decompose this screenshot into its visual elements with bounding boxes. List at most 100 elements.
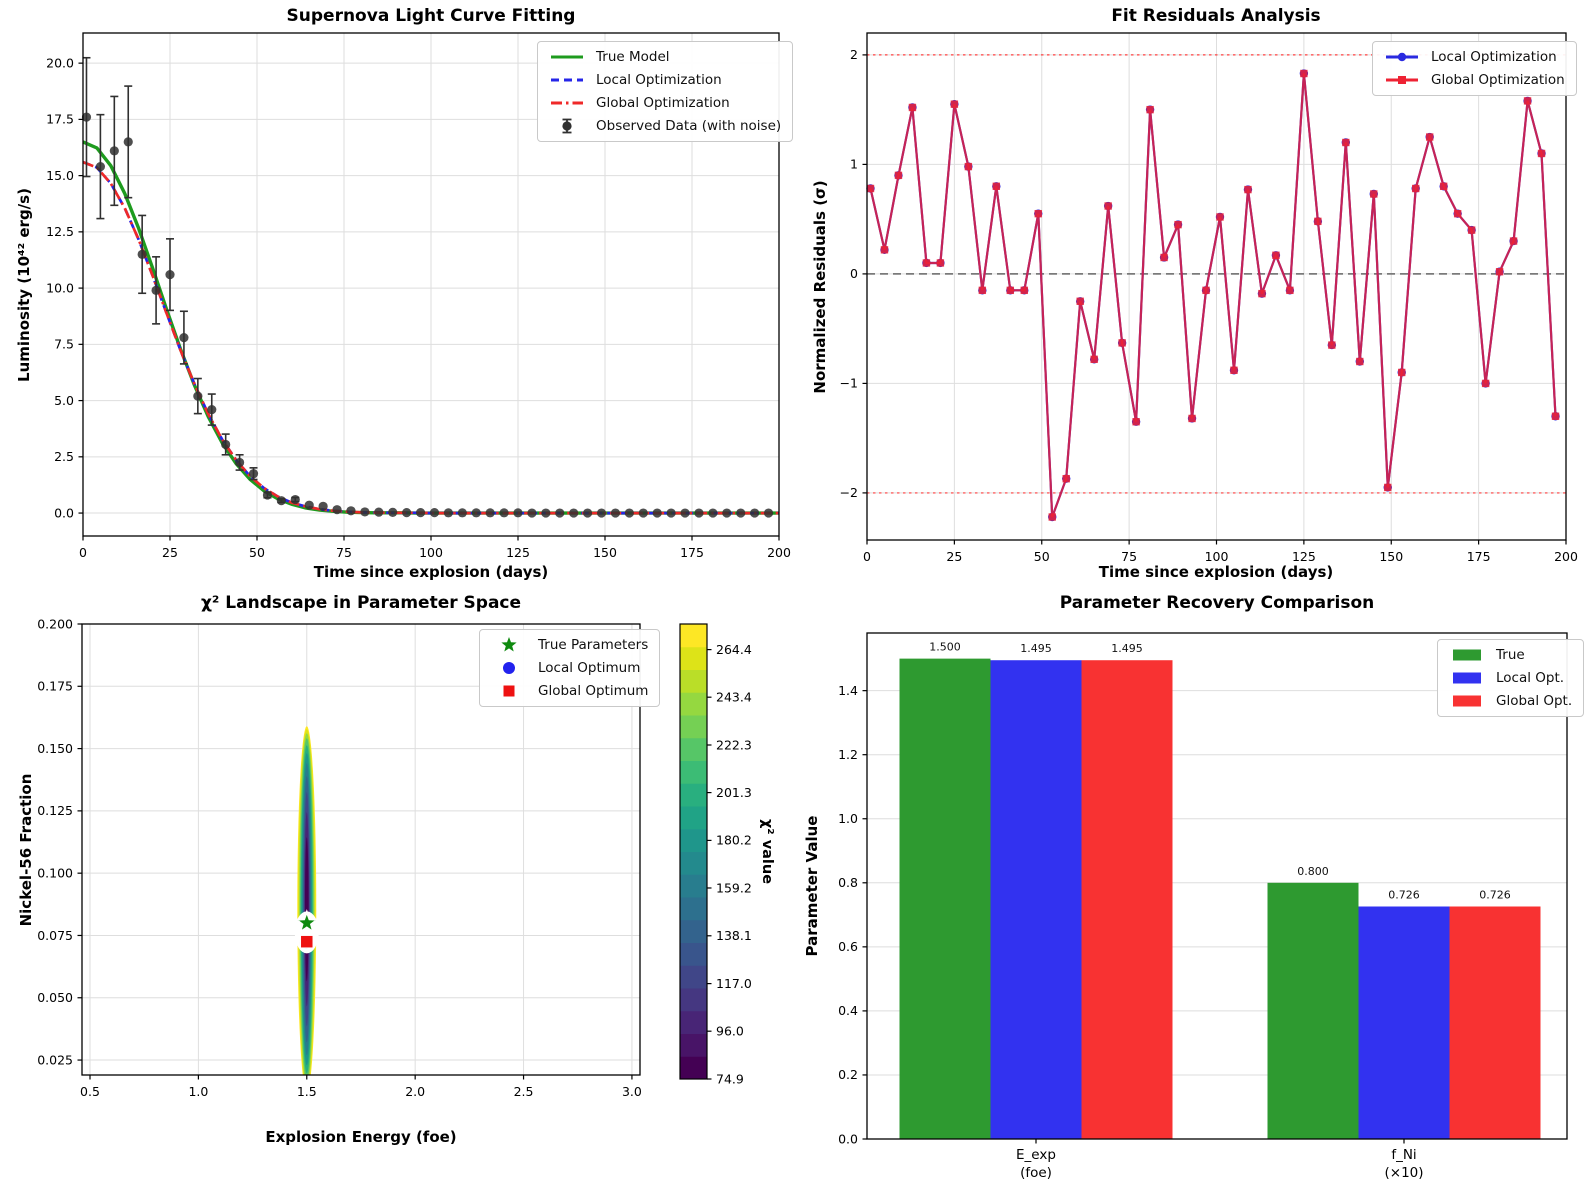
svg-text:201.3: 201.3 (716, 785, 752, 800)
data-point (235, 457, 245, 468)
legend-square-marker-label: Global Optimum (538, 682, 649, 699)
xlabel-residuals: Time since explosion (days) (1098, 563, 1334, 581)
data-point (569, 508, 579, 518)
residual-point (1090, 355, 1098, 364)
legend-light-curve: True Model Local Optimization Global Optim… (537, 41, 794, 142)
legend-star-marker-icon (501, 637, 517, 652)
data-point (596, 508, 607, 518)
residual-point (950, 100, 959, 108)
residual-point (866, 184, 875, 193)
residual-point (1370, 190, 1378, 198)
colorbar-band (680, 692, 707, 716)
residual-point (1551, 412, 1560, 420)
colorbar-band (680, 646, 707, 670)
svg-text:0.8: 0.8 (838, 875, 858, 890)
residual-point (992, 182, 1001, 191)
legend-recovery: True Local Opt. Global Opt. (1437, 639, 1585, 717)
data-point (610, 508, 621, 518)
legend-residual-global: Global Optimization (1384, 72, 1565, 88)
svg-text:15.0: 15.0 (46, 168, 74, 183)
residuals-axes: 0 25 50 75 100 125 150 175 200 −2 −1 0 1 2 (840, 32, 1578, 564)
data-point (666, 508, 676, 518)
svg-text:0.0: 0.0 (54, 505, 74, 520)
residual-point (1048, 513, 1056, 521)
residual-point (1384, 483, 1392, 492)
optimum-markers (293, 909, 320, 949)
data-point (763, 508, 774, 518)
svg-text:96.0: 96.0 (716, 1023, 744, 1038)
bar-1-2 (1449, 906, 1541, 1139)
legend-bar-series-2: Global Opt. (1449, 693, 1572, 709)
ylabel-recovery: Parameter Value (803, 815, 821, 957)
legend-star-marker-label: True Parameters (538, 636, 649, 653)
data-point (694, 508, 704, 518)
legend-observed-data: Observed Data (with noise) (549, 118, 781, 134)
residual-point (1425, 133, 1434, 141)
legend-bar-series-0-icon (1453, 649, 1481, 661)
svg-text:2.5: 2.5 (514, 1084, 534, 1099)
svg-text:25: 25 (162, 545, 178, 560)
data-point (81, 112, 92, 122)
category-unit: (×10) (1384, 1165, 1423, 1181)
residual-point (1523, 97, 1532, 105)
colorbar-band (680, 874, 707, 898)
residual-point (1132, 418, 1140, 426)
svg-text:0.6: 0.6 (838, 939, 858, 954)
svg-text:7.5: 7.5 (54, 337, 74, 352)
legend-local-opt-icon (551, 78, 583, 82)
data-point (95, 162, 105, 172)
svg-text:−2: −2 (840, 485, 858, 500)
residual-point (1398, 368, 1406, 377)
legend-residuals: Local Optimization Global Optimization (1372, 41, 1577, 96)
svg-text:180.2: 180.2 (716, 833, 752, 848)
svg-text:150: 150 (1379, 549, 1403, 564)
legend-bar-series-1-icon (1453, 672, 1481, 684)
svg-text:175: 175 (680, 545, 704, 560)
data-point (304, 500, 314, 510)
data-point (722, 508, 732, 518)
legend-bar-series-2-label: Global Opt. (1496, 692, 1573, 709)
colorbar-band (680, 919, 707, 943)
recovery-axes: 0.0 0.2 0.4 0.6 0.8 1.0 1.2 1.4 E_exp (foe) f_Ni (×… (838, 632, 1568, 1181)
xlabel-light-curve: Time since explosion (days) (313, 563, 549, 581)
svg-text:3.0: 3.0 (622, 1084, 642, 1099)
svg-text:138.1: 138.1 (716, 928, 752, 943)
residual-point (1006, 286, 1014, 295)
svg-text:117.0: 117.0 (716, 976, 752, 991)
colorbar-band (680, 897, 707, 921)
svg-text:125: 125 (506, 545, 530, 560)
residuals-panel: 0 25 50 75 100 125 150 175 200 −2 −1 0 1 2 (840, 32, 1578, 564)
colorbar-band (680, 783, 707, 807)
colorbar-band (680, 760, 707, 784)
legend-local-opt-label: Local Optimization (596, 71, 722, 88)
colorbar-band (680, 737, 707, 761)
residual-point (1272, 251, 1280, 259)
svg-text:0.4: 0.4 (838, 1003, 858, 1018)
data-point (415, 508, 426, 518)
svg-text:0.150: 0.150 (37, 741, 73, 756)
xlabel-chi2: Explosion Energy (foe) (265, 1128, 457, 1146)
data-point (527, 508, 537, 518)
legend-global-opt-label: Global Optimization (596, 94, 730, 111)
svg-text:0.2: 0.2 (838, 1067, 858, 1082)
legend-residual-local-label: Local Optimization (1431, 48, 1557, 65)
bar-0-2 (1081, 660, 1173, 1139)
colorbar-band (680, 851, 707, 875)
colorbar-band (680, 828, 707, 852)
residual-point (1314, 217, 1322, 226)
residual-series (866, 69, 1560, 522)
data-point (221, 439, 231, 450)
residual-point (1328, 341, 1336, 349)
svg-text:243.4: 243.4 (716, 689, 752, 704)
legend-true-model-icon (551, 55, 583, 59)
legend-global-opt: Global Optimization (549, 95, 781, 111)
svg-text:−1: −1 (840, 376, 858, 391)
data-point (708, 508, 718, 518)
panel-title-chi2: χ² Landscape in Parameter Space (200, 593, 522, 613)
legend-true-model-label: True Model (596, 48, 670, 65)
data-point (583, 508, 593, 518)
residual-line (869, 73, 1557, 518)
residual-line (869, 73, 1557, 518)
legend-bar-series-1-label: Local Opt. (1496, 669, 1565, 686)
residual-point (1244, 185, 1252, 194)
